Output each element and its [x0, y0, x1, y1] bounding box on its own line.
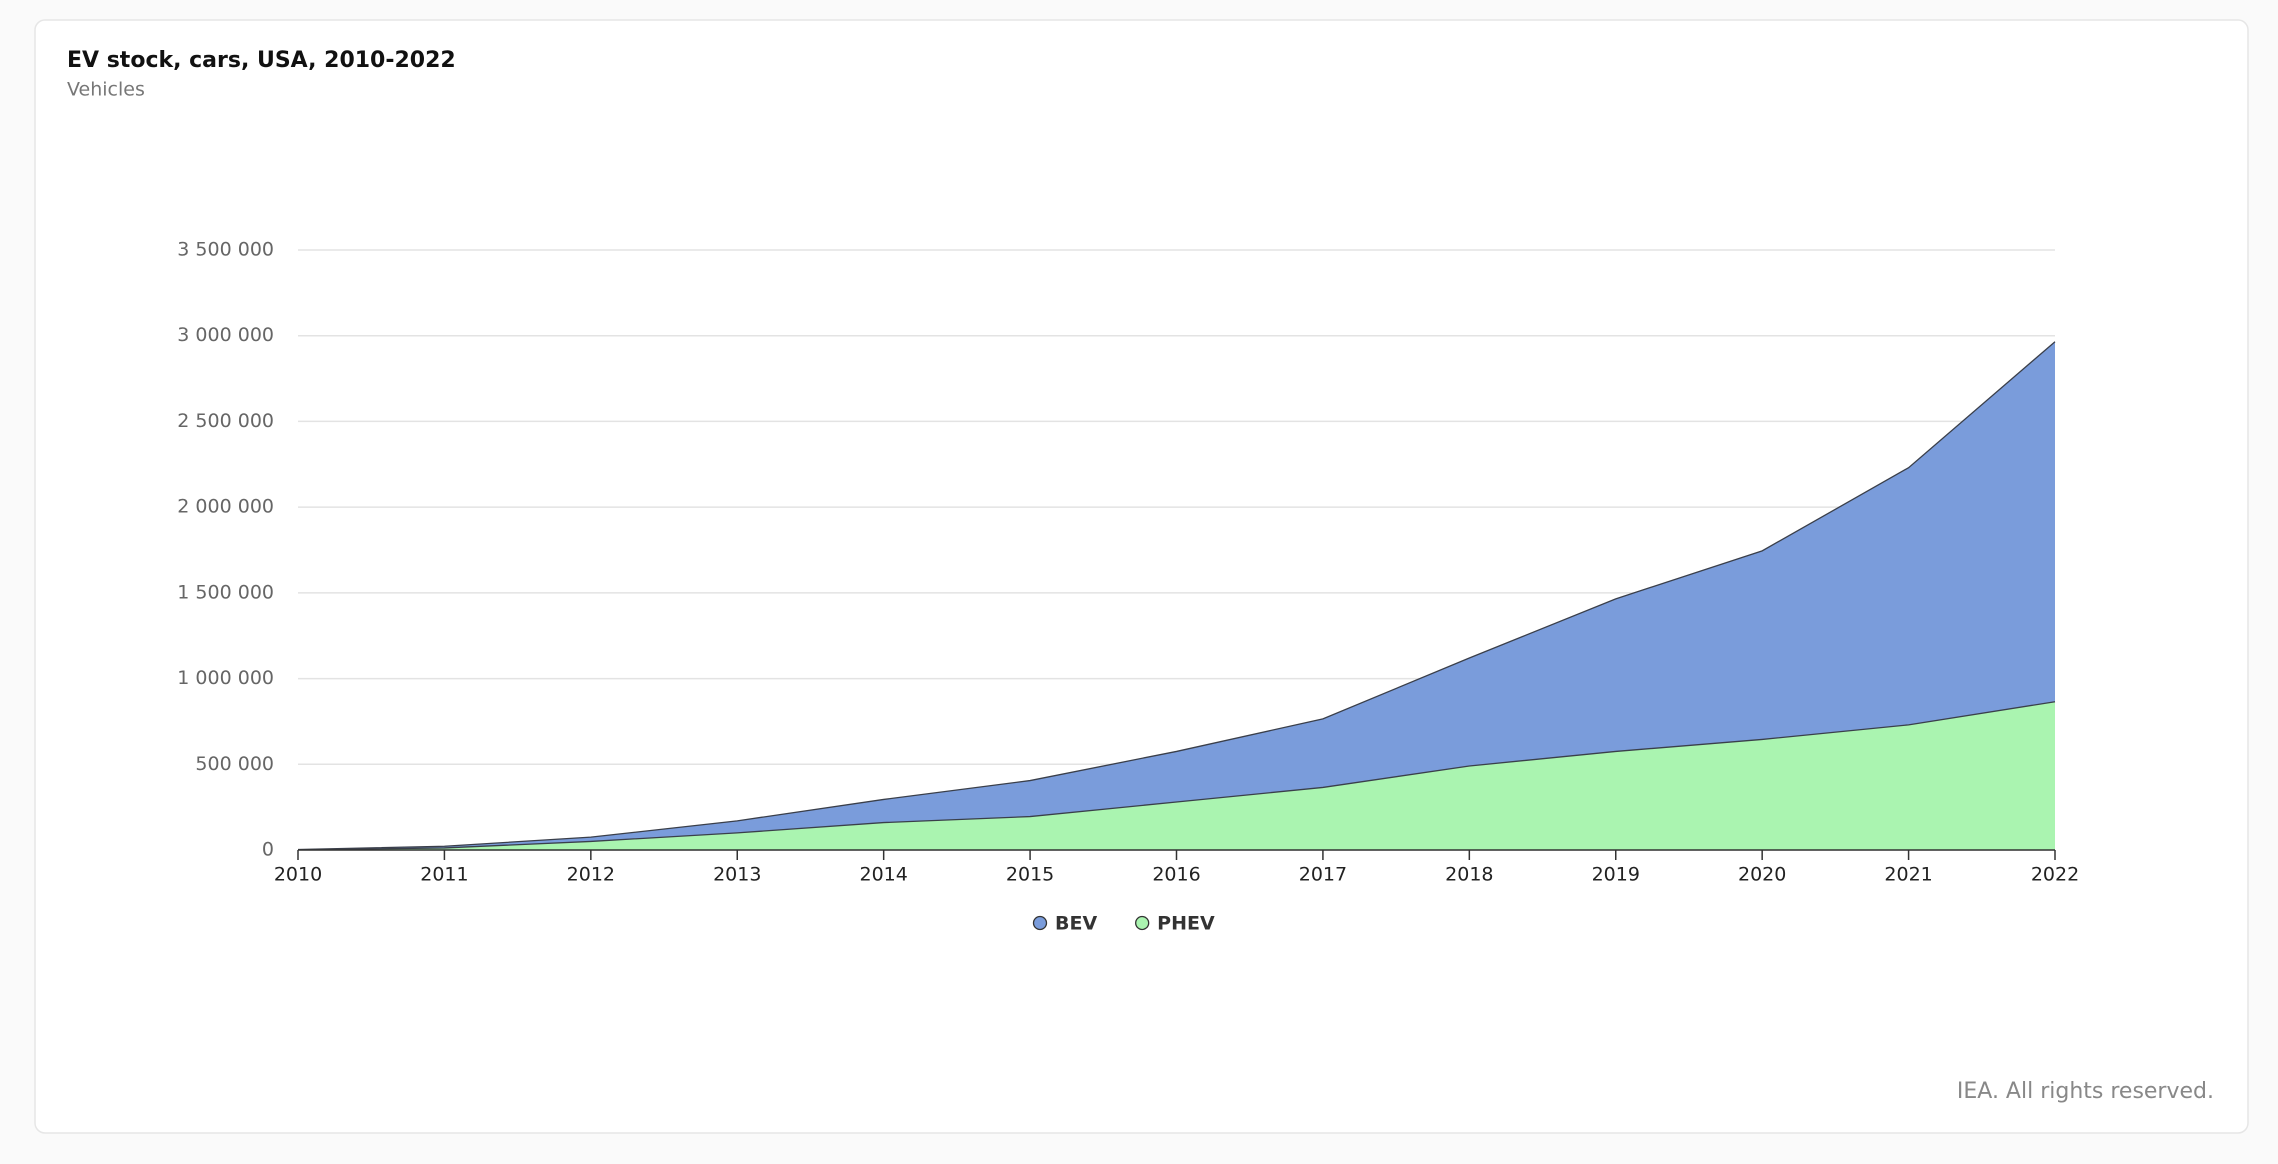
x-tick-label: 2010: [274, 864, 322, 886]
x-tick-label: 2014: [859, 864, 907, 886]
legend-marker: [1135, 915, 1150, 931]
x-tick-label: 2015: [1006, 864, 1054, 886]
y-tick-label: 1 000 000: [177, 667, 274, 689]
x-tick-label: 2017: [1299, 864, 1347, 886]
x-tick-label: 2012: [567, 864, 615, 886]
x-tick-label: 2022: [2031, 864, 2079, 886]
x-tick-label: 2016: [1152, 864, 1200, 886]
footer: IEA. All rights reserved.: [1957, 1079, 2214, 1104]
chart-title: EV stock, cars, USA, 2010-2022: [67, 48, 456, 73]
area: [298, 701, 2055, 850]
x-tick-label: 2021: [1884, 864, 1932, 886]
y-tick-label: 500 000: [195, 753, 274, 775]
area-line: [297, 341, 2056, 851]
chart-subtitle: Vehicles: [67, 79, 145, 101]
y-tick-label: 3 000 000: [177, 324, 274, 346]
y-tick-label: 0: [262, 839, 274, 861]
x-tick-label: 2013: [713, 864, 761, 886]
x-tick-label: 2011: [420, 864, 468, 886]
y-tick-label: 3 500 000: [177, 239, 274, 261]
y-tick-label: 1 500 000: [177, 581, 274, 603]
card: [34, 19, 2249, 1134]
legend-marker: [1032, 915, 1048, 931]
y-tick-label: 2 000 000: [177, 496, 274, 518]
x-tick-label: 2019: [1592, 864, 1640, 886]
area: [298, 341, 2055, 850]
x-tick-label: 2020: [1738, 864, 1786, 886]
y-tick-label: 2 500 000: [177, 410, 274, 432]
x-tick-label: 2018: [1445, 864, 1493, 886]
area-line: [297, 701, 2056, 851]
legend-label: PHEV: [1157, 913, 1215, 935]
legend-label: BEV: [1055, 913, 1097, 935]
